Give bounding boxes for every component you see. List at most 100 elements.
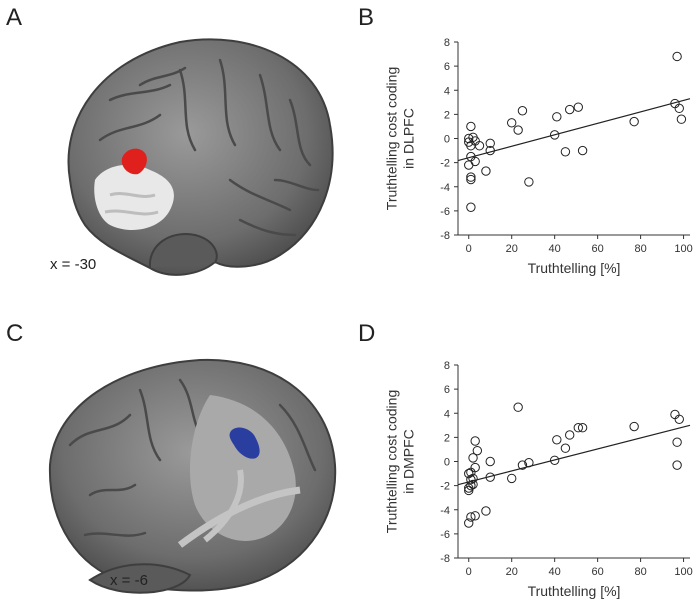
activation-cluster-dlpfc [121,148,147,175]
data-point [485,456,495,467]
data-point [672,460,682,470]
data-point [464,133,474,144]
y-tick-label: 6 [444,384,450,396]
y-axis-label-dmpfc: Truthtelling cost codingin DMPFC [384,390,417,533]
x-tick-label: 100 [674,566,692,578]
y-tick-label: -4 [440,182,450,194]
y-tick-label: 0 [444,457,450,469]
data-point [565,104,575,115]
data-point [552,435,562,445]
data-point [513,402,523,412]
data-point [573,423,583,433]
y-tick-label: -2 [440,158,450,170]
y-tick-label: 8 [444,37,450,49]
data-point [470,462,480,473]
data-point [577,145,588,156]
data-point [629,421,639,432]
x-axis-label-dlpfc: Truthtelling [%] [528,260,621,276]
data-point [549,455,560,465]
panel-letter-a: A [6,4,23,31]
data-point [552,112,562,122]
data-point [629,116,639,127]
data-points-dlpfc [464,51,687,212]
data-point [560,147,571,157]
brain-render-medial [48,358,337,594]
data-point [513,125,523,135]
y-tick-label: 0 [444,134,450,146]
x-tick-labels-dlpfc: 0 20 40 60 80 100 [466,235,693,255]
x-tick-label: 100 [674,243,692,255]
y-tick-label: -6 [440,206,450,218]
data-point [466,202,476,212]
y-tick-label: 4 [444,85,450,97]
data-point [517,460,528,470]
x-tick-label: 0 [466,566,472,578]
panel-letter-b: B [358,4,375,31]
y-tick-label: 2 [444,432,450,444]
data-point [464,518,474,528]
x-tick-label: 80 [634,566,646,578]
data-point [481,166,491,176]
y-tick-labels-dmpfc: -8 -6 -4 -2 0 2 4 6 8 [440,360,458,565]
y-tick-label: -8 [440,230,450,242]
data-point [565,430,575,440]
data-point [472,445,483,456]
x-tick-label: 20 [506,243,518,255]
data-point [672,51,682,62]
x-axis-label-dmpfc: Truthtelling [%] [528,583,621,599]
y-tick-label: -8 [440,553,450,565]
data-point [466,512,476,522]
data-point [524,177,534,187]
data-point [470,156,480,167]
data-point [466,174,476,185]
data-point [573,102,583,112]
data-point [485,138,495,149]
slice-label-c: x = -6 [110,572,148,589]
data-point [474,141,485,151]
x-tick-label: 0 [466,243,472,255]
x-tick-label: 40 [549,243,561,255]
x-tick-label: 20 [506,566,518,578]
x-tick-label: 60 [592,566,604,578]
x-tick-label: 60 [592,243,604,255]
data-point [507,473,517,484]
y-tick-label: 6 [444,61,450,73]
data-point [470,436,480,446]
data-point [481,506,491,516]
data-point [470,511,480,521]
y-tick-label: -4 [440,505,450,517]
data-point [674,103,684,114]
data-point [577,423,588,433]
data-point [676,114,687,124]
slice-label-a: x = -30 [50,256,97,273]
data-point [672,437,682,447]
panel-letter-c: C [6,320,24,347]
data-point [468,473,478,484]
x-tick-label: 80 [634,243,646,255]
y-tick-label: 4 [444,408,450,420]
data-point [466,172,476,182]
y-tick-label: -6 [440,529,450,541]
panel-letter-d: D [358,320,376,347]
data-points-dmpfc [464,402,684,528]
data-point [560,443,571,453]
y-axis-label-dlpfc: Truthtelling cost codingin DLPFC [384,67,417,210]
y-tick-labels-dlpfc: -8 -6 -4 -2 0 2 4 6 8 [440,37,458,242]
data-point [674,414,684,424]
data-point [517,106,528,116]
x-tick-label: 40 [549,566,561,578]
data-point [466,121,476,132]
y-tick-label: 2 [444,109,450,121]
x-tick-labels-dmpfc: 0 20 40 60 80 100 [466,558,693,578]
regression-line-dlpfc [457,98,691,162]
axes-dmpfc [457,365,690,559]
activation-cluster-dmpfc [229,427,260,459]
data-point [468,453,478,463]
brain-render-lateral [67,38,334,276]
data-point [549,130,560,140]
data-point [507,118,517,128]
y-tick-label: 8 [444,360,450,372]
regression-line-dmpfc [457,424,691,486]
